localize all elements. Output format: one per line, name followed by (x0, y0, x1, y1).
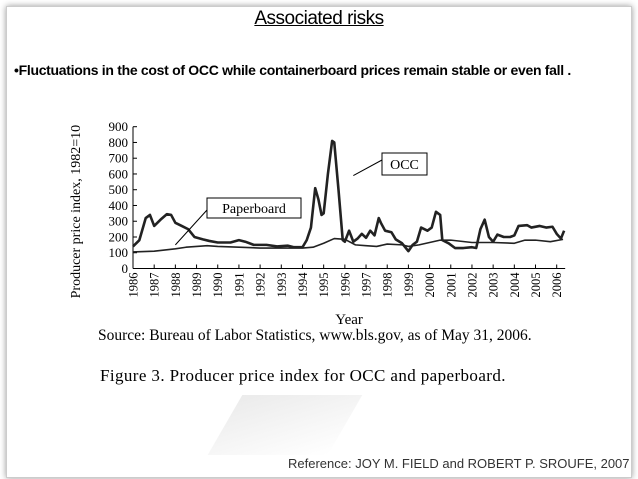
occ-label: OCC (390, 158, 419, 173)
y-tick-label: 800 (109, 135, 129, 150)
slide-title: Associated risks (254, 8, 384, 29)
source-text: Source: Bureau of Labor Statistics, www.… (98, 327, 532, 344)
occ-label-box (381, 152, 428, 176)
series-line-occ (132, 139, 566, 253)
y-axis-label: Producer price index, 1982=10 (69, 125, 84, 299)
y-tick-label: 0 (122, 261, 129, 276)
x-tick-label: 2000 (423, 273, 437, 298)
x-axis-label: Year (335, 312, 363, 328)
x-tick-label: 1992 (254, 273, 268, 298)
y-tick-label: 500 (109, 182, 129, 197)
paperboard-leader-line (174, 209, 208, 246)
y-tick-label: 400 (109, 198, 129, 213)
x-tick-label: 1999 (402, 273, 416, 298)
x-tick-label: 1990 (211, 273, 225, 298)
x-tick-label: 2001 (444, 273, 458, 298)
y-tick-label: 200 (109, 229, 129, 244)
series-line-paperboard (132, 237, 564, 253)
y-tick-label: 700 (109, 151, 129, 166)
y-tick-label: 900 (109, 119, 129, 134)
x-tick-label: 2004 (508, 272, 522, 298)
reference-text: Reference: JOY M. FIELD and ROBERT P. SR… (288, 456, 630, 471)
occ-leader-line (353, 159, 383, 176)
y-tick-label: 600 (109, 166, 129, 181)
x-tick-label: 1987 (148, 273, 162, 298)
x-tick-label: 2003 (487, 273, 501, 298)
y-tick-label: 300 (109, 214, 129, 229)
bullet-text: •Fluctuations in the cost of OCC while c… (14, 62, 571, 78)
x-tick-label: 1986 (127, 273, 141, 298)
x-tick-label: 2002 (465, 273, 479, 298)
x-tick-label: 1989 (190, 273, 204, 298)
paperboard-label-box (206, 197, 302, 219)
x-tick-label: 1988 (169, 273, 183, 298)
x-tick-label: 1994 (296, 272, 310, 298)
x-tick-label: 2005 (529, 273, 543, 298)
paperboard-label: Paperboard (222, 202, 286, 217)
x-tick-label: 1997 (360, 273, 374, 298)
x-tick-label: 1998 (381, 273, 395, 298)
y-tick-label: 100 (109, 245, 129, 260)
x-tick-label: 1993 (275, 273, 289, 298)
x-tick-label: 1991 (232, 273, 246, 298)
x-tick-label: 1995 (317, 273, 331, 298)
figure-caption: Figure 3. Producer price index for OCC a… (100, 366, 506, 385)
x-tick-label: 1996 (338, 273, 352, 298)
x-tick-label: 2006 (550, 273, 564, 298)
